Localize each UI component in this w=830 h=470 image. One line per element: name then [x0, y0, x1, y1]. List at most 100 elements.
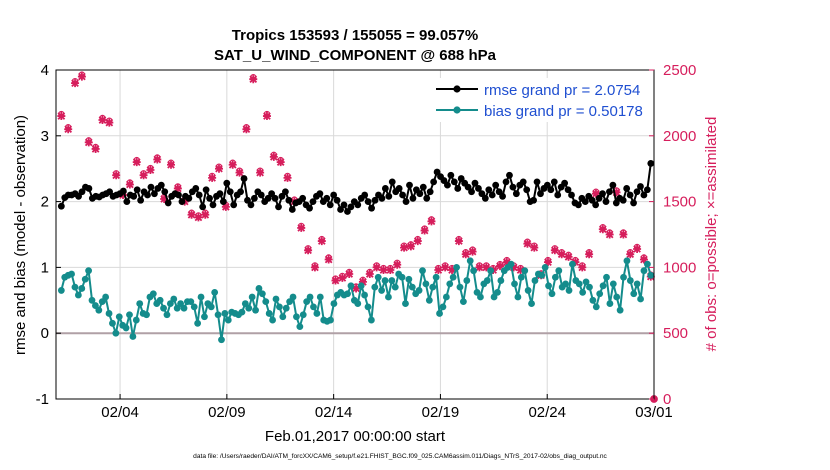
rmse-point	[354, 201, 362, 209]
bias-point	[524, 287, 532, 294]
rmse-point	[492, 181, 500, 189]
bias-point	[218, 336, 225, 344]
rmse-point	[175, 191, 182, 199]
bias-point	[456, 283, 464, 291]
bias-point	[105, 310, 113, 317]
obs-assimilated-marker	[482, 263, 491, 272]
obs-assimilated-marker	[91, 144, 100, 153]
rmse-point	[257, 191, 265, 199]
rmse-point	[606, 188, 613, 196]
bias-point	[470, 267, 478, 275]
bias-point	[112, 329, 120, 337]
right-y-tick-label: 500	[663, 325, 688, 342]
bias-point	[252, 306, 259, 314]
bias-point	[357, 282, 365, 290]
obs-assimilated-marker	[434, 266, 443, 275]
obs-assimilated-marker	[626, 250, 635, 259]
obs-assimilated-marker	[256, 168, 265, 177]
obs-assimilated-marker	[509, 263, 518, 272]
left-y-tick-label: 3	[41, 128, 49, 145]
rmse-point	[599, 190, 606, 198]
legend-bias-marker	[453, 106, 461, 114]
rmse-point	[368, 204, 375, 212]
bias-point	[293, 313, 300, 321]
rmse-point	[623, 185, 631, 192]
obs-assimilated-marker	[125, 180, 134, 189]
rmse-point	[192, 185, 200, 192]
rmse-point	[485, 186, 493, 194]
bias-point	[565, 287, 573, 294]
obs-assimilated-marker	[262, 112, 271, 121]
bias-point	[511, 280, 518, 288]
obs-assimilated-marker	[571, 258, 580, 267]
rmse-point	[381, 185, 389, 192]
bias-point	[74, 291, 82, 299]
bias-point	[623, 257, 631, 265]
rmse-point	[430, 178, 438, 186]
obs-assimilated-marker	[406, 242, 415, 251]
obs-assimilated-marker	[201, 210, 210, 219]
bias-point	[201, 313, 208, 321]
bias-point	[272, 295, 280, 303]
bias-point	[378, 287, 386, 294]
x-axis-label: Feb.01,2017 00:00:00 start	[265, 428, 446, 445]
right-y-axis-ticks: 0 500 1000 1500 2000 2500	[649, 62, 696, 408]
obs-assimilated-marker	[214, 164, 223, 173]
rmse-point	[419, 183, 427, 191]
left-y-tick-label: 2	[41, 194, 49, 211]
obs-assimilated-marker	[386, 266, 395, 275]
rmse-point	[299, 194, 307, 202]
bias-point	[599, 282, 607, 290]
bias-point	[330, 300, 338, 307]
rmse-point	[575, 201, 582, 209]
x-tick-label: 02/04	[101, 404, 139, 421]
obs-assimilated-marker	[379, 266, 388, 275]
rmse-point	[626, 191, 634, 199]
bias-point	[276, 303, 283, 311]
bias-point	[255, 285, 263, 292]
bias-point	[347, 282, 355, 290]
bias-point	[211, 289, 219, 296]
rmse-point	[230, 201, 238, 209]
rmse-point	[119, 187, 127, 195]
obs-assimilated-marker	[516, 266, 525, 275]
rmse-point	[444, 181, 451, 189]
rmse-point	[185, 194, 193, 202]
x-tick-label: 02/09	[208, 404, 246, 421]
chart-title: Tropics 153593 / 155055 = 99.057%	[232, 27, 478, 44]
obs-assimilated-marker	[365, 269, 374, 278]
obs-assimilated-marker	[276, 158, 285, 167]
rmse-point	[57, 202, 65, 210]
obs-assimilated-marker	[496, 262, 505, 271]
obs-assimilated-marker	[612, 188, 621, 197]
bias-point	[187, 298, 195, 306]
rmse-point	[399, 191, 407, 199]
bias-point	[95, 306, 103, 314]
rmse-point	[406, 181, 413, 189]
bias-point	[306, 293, 314, 301]
rmse-point	[371, 196, 379, 204]
rmse-point	[409, 194, 417, 202]
obs-assimilated-marker	[228, 160, 237, 169]
bias-point	[354, 300, 362, 307]
bias-point	[453, 264, 460, 271]
bias-point	[85, 267, 92, 275]
bias-point	[122, 324, 130, 332]
rmse-point	[630, 199, 637, 207]
obs-assimilated-marker	[530, 243, 539, 252]
obs-assimilated-marker	[578, 263, 587, 272]
bias-point	[57, 287, 65, 294]
obs-assimilated-marker	[84, 138, 93, 147]
x-tick-label: 03/01	[635, 404, 673, 421]
bias-point	[109, 319, 116, 327]
obs-assimilated-marker	[585, 250, 594, 259]
x-tick-label: 02/24	[528, 404, 566, 421]
rmse-point	[454, 185, 462, 192]
rmse-point	[550, 178, 558, 186]
bias-point	[425, 296, 433, 304]
rmse-series	[57, 160, 655, 215]
obs-assimilated-marker	[242, 125, 251, 134]
bias-point	[398, 273, 406, 281]
bias-point	[548, 290, 556, 298]
bias-point	[163, 311, 171, 319]
